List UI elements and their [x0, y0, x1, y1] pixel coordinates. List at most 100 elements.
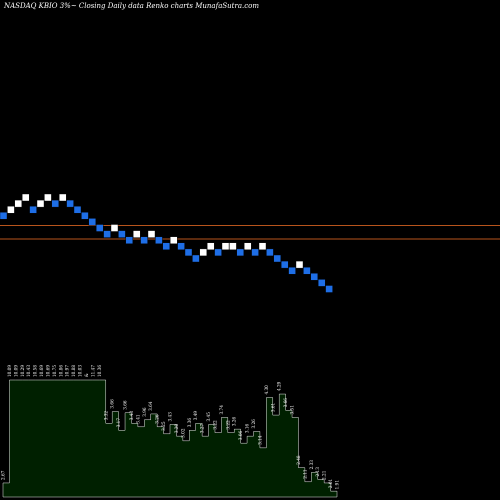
volume-label: 3.14	[257, 435, 262, 445]
up-brick	[147, 230, 156, 238]
volume-label: 3.66	[283, 398, 288, 408]
volume-label: 10.58	[33, 365, 38, 377]
volume-label: 3.27	[200, 424, 205, 434]
down-brick	[288, 267, 296, 275]
down-brick	[51, 199, 59, 208]
volume-label: 3.32	[103, 411, 108, 421]
down-brick	[236, 248, 245, 257]
volume-label: 3.74	[219, 405, 224, 415]
down-brick	[88, 218, 97, 226]
down-brick	[251, 248, 259, 257]
down-brick	[214, 248, 222, 257]
down-brick	[118, 230, 126, 238]
up-brick	[206, 242, 215, 251]
up-brick	[44, 193, 52, 202]
down-brick	[66, 199, 74, 208]
volume-label: 10.29	[20, 365, 25, 377]
volume-panel	[2, 379, 338, 498]
volume-label: 3.06	[238, 431, 243, 441]
down-brick	[95, 224, 104, 232]
volume-label: 10.03	[78, 365, 83, 377]
volume-label: 1.91	[335, 480, 340, 490]
volume-label: 3.36	[187, 418, 192, 428]
volume-label: 3.26	[232, 416, 237, 426]
volume-label: 3.26	[155, 414, 160, 424]
volume-label: 3.61	[270, 402, 275, 412]
down-brick	[310, 273, 318, 281]
up-brick	[22, 193, 30, 202]
down-brick	[325, 285, 333, 293]
volume-label: 10.36	[97, 365, 102, 377]
volume-label: 10.43	[26, 365, 31, 377]
volume-label: 10.09	[7, 365, 12, 377]
up-brick	[258, 242, 267, 251]
volume-label: 2.33	[309, 460, 314, 470]
volume-label: 3.96	[142, 407, 147, 417]
volume-label: 3.02	[180, 428, 185, 438]
volume-label: 10.88	[71, 365, 76, 377]
up-brick	[132, 230, 141, 238]
volume-label: 3.22	[225, 420, 230, 430]
volume-label: 2.67	[1, 470, 6, 480]
volume-area	[2, 379, 338, 498]
volume-label: 4.30	[264, 385, 269, 395]
volume-label: 3.25	[161, 421, 166, 431]
down-brick	[140, 236, 148, 244]
volume-label: 2.13	[315, 467, 320, 477]
down-brick	[192, 254, 200, 263]
down-brick	[281, 260, 289, 269]
volume-label: 3.45	[206, 412, 211, 422]
down-brick	[273, 254, 281, 263]
up-brick	[36, 199, 45, 208]
down-brick	[303, 267, 311, 275]
volume-label: 3.66	[123, 400, 128, 410]
volume-label: 10.09	[13, 365, 18, 377]
volume-label: 3.41	[135, 414, 140, 424]
volume-label: 3.22	[212, 420, 217, 430]
volume-label: 3.51	[290, 405, 295, 415]
up-brick	[169, 236, 178, 244]
down-brick	[155, 236, 163, 244]
up-brick	[110, 224, 119, 232]
volume-label: 3.49	[193, 411, 198, 421]
up-brick	[14, 199, 23, 208]
down-brick	[0, 212, 8, 220]
renko-bricks	[0, 193, 333, 293]
volume-label: 3.20	[174, 424, 179, 434]
volume-label: 3.43	[168, 412, 173, 422]
volume-label: 10.75	[52, 365, 57, 377]
volume-label: 10.69	[45, 365, 50, 377]
volume-label: 2.48	[296, 455, 301, 465]
volume-label: 10.86	[58, 365, 63, 377]
volume-label: 2.01	[328, 478, 333, 488]
up-brick	[199, 248, 208, 257]
down-brick	[318, 279, 326, 287]
volume-label: 10.97	[65, 365, 70, 377]
volume-label: 2.21	[322, 470, 327, 480]
volume-label: 4.29	[277, 381, 282, 391]
volume-label: 3.17	[116, 418, 121, 428]
down-brick	[81, 212, 89, 220]
up-brick	[295, 260, 304, 269]
volume-label: 3.43	[129, 411, 134, 421]
volume-label: 3.26	[251, 419, 256, 429]
volume-label: 2.11	[302, 469, 307, 479]
down-brick	[73, 205, 82, 214]
down-brick	[184, 248, 193, 257]
chart-title: NASDAQ KBIO 3%~ Closing Daily data Renko…	[3, 2, 259, 10]
up-brick	[59, 193, 67, 202]
volume-label: 3.66	[110, 399, 115, 409]
reference-lines	[0, 225, 500, 240]
down-brick	[177, 242, 185, 251]
down-brick	[29, 205, 37, 214]
down-brick	[125, 236, 134, 244]
up-brick	[221, 242, 230, 251]
up-brick	[7, 205, 15, 214]
up-brick	[229, 242, 237, 251]
volume-label: 10.69	[39, 365, 44, 377]
down-brick	[162, 242, 171, 251]
down-brick	[103, 230, 111, 238]
volume-label: &	[84, 373, 89, 377]
